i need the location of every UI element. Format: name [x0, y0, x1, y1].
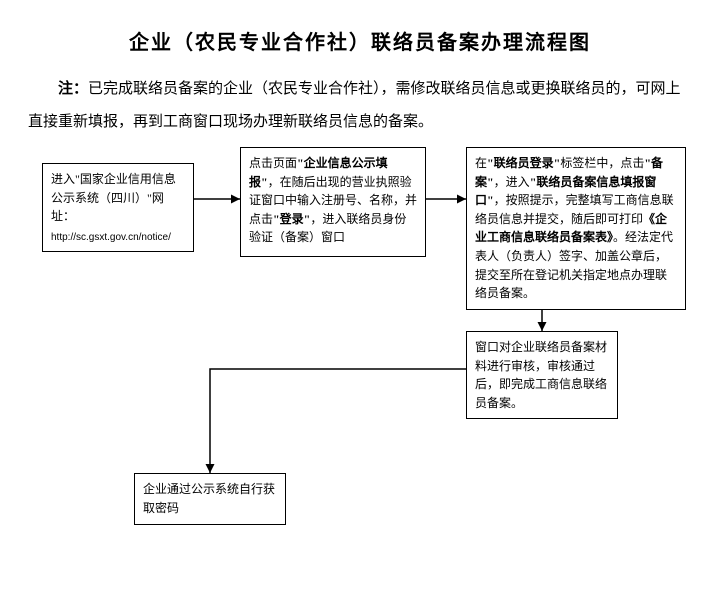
flow-node-n5: 企业通过公示系统自行获取密码: [134, 473, 286, 525]
flow-node-text: 在: [475, 156, 487, 170]
flow-node-n2: 点击页面"企业信息公示填报"，在随后出现的营业执照验证窗口中输入注册号、名称，并…: [240, 147, 426, 257]
flow-node-n3: 在"联络员登录"标签栏中，点击"备案"，进入"联络员备案信息填报窗口"，按照提示…: [466, 147, 686, 310]
flow-node-text: "联络员登录": [487, 156, 560, 170]
flowchart-canvas: 进入"国家企业信用信息公示系统（四川）"网址： http://sc.gsxt.go…: [0, 139, 720, 559]
flow-node-n1: 进入"国家企业信用信息公示系统（四川）"网址： http://sc.gsxt.go…: [42, 163, 194, 252]
flow-node-text: 窗口对企业联络员备案材料进行审核，审核通过后，即完成工商信息联络员备案。: [475, 340, 607, 410]
edge-n4-n5: [210, 369, 466, 473]
flow-node-text: "登录": [273, 212, 310, 226]
flow-node-text: 进入"国家企业信用信息公示系统（四川）"网址：: [51, 172, 176, 223]
flow-node-text: 企业通过公示系统自行获取密码: [143, 482, 275, 515]
flow-node-text: 点击页面: [249, 156, 297, 170]
note-paragraph: 注：已完成联络员备案的企业（农民专业合作社），需修改联络员信息或更换联络员的，可…: [0, 55, 720, 139]
flow-node-text: 标签栏中，点击: [560, 156, 644, 170]
flow-node-text: ，进入: [494, 175, 530, 189]
note-body: 已完成联络员备案的企业（农民专业合作社），需修改联络员信息或更换联络员的，可网上…: [28, 81, 681, 130]
note-prefix: 注：: [58, 81, 88, 97]
flow-node-url: http://sc.gsxt.gov.cn/notice/: [51, 230, 185, 246]
page-title: 企业（农民专业合作社）联络员备案办理流程图: [0, 0, 720, 55]
flow-node-n4: 窗口对企业联络员备案材料进行审核，审核通过后，即完成工商信息联络员备案。: [466, 331, 618, 419]
